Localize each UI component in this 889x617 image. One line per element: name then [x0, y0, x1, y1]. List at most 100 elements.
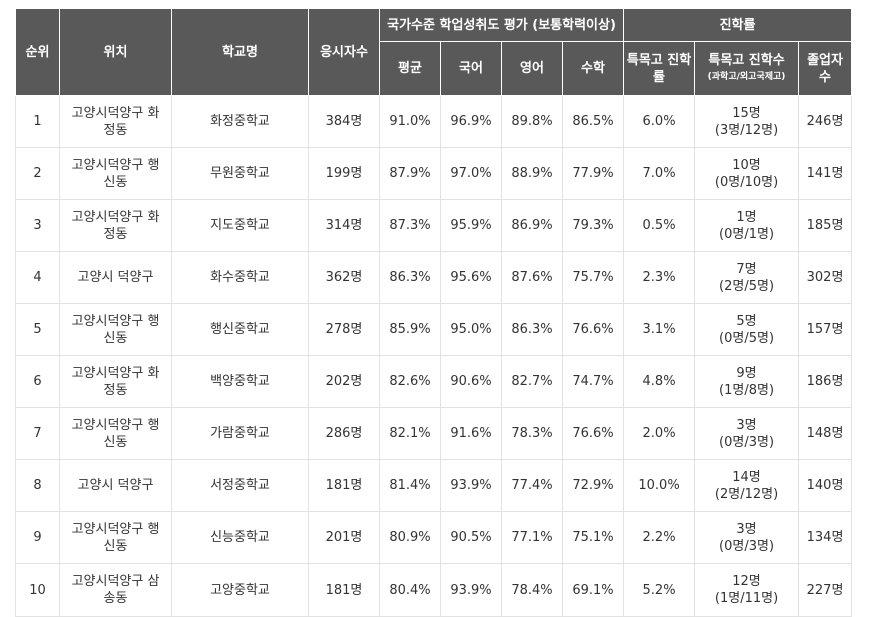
- cell-korean: 93.9%: [440, 459, 502, 512]
- cell-special-rate: 2.2%: [623, 511, 696, 564]
- cell-korean: 90.5%: [440, 511, 502, 564]
- cell-school: 지도중학교: [171, 199, 309, 252]
- cell-graduates: 302명: [798, 251, 853, 304]
- table-row: 9 고양시덕양구 행신동 신능중학교 201명 80.9% 90.5% 77.1% 75.1%…: [15, 511, 853, 564]
- cell-examinees: 278명: [308, 303, 380, 356]
- cell-location: 고양시 덕양구: [59, 459, 172, 512]
- cell-graduates: 157명: [798, 303, 853, 356]
- cell-special-count: 3명 (0명/3명): [694, 407, 800, 460]
- cell-examinees: 199명: [308, 147, 380, 200]
- cell-avg: 91.0%: [379, 95, 441, 148]
- cell-school: 화정중학교: [171, 95, 309, 148]
- cell-english: 77.1%: [501, 511, 563, 564]
- cell-english: 82.7%: [501, 355, 563, 408]
- cell-special-rate: 5.2%: [623, 563, 696, 617]
- cell-special-rate: 10.0%: [623, 459, 696, 512]
- cell-examinees: 362명: [308, 251, 380, 304]
- cell-avg: 85.9%: [379, 303, 441, 356]
- cell-special-count: 3명 (0명/3명): [694, 511, 800, 564]
- special-total: 3명: [736, 417, 757, 433]
- cell-rank: 10: [15, 563, 60, 617]
- header-math: 수학: [561, 41, 625, 96]
- cell-school: 신능중학교: [171, 511, 309, 564]
- cell-avg: 81.4%: [379, 459, 441, 512]
- cell-avg: 87.3%: [379, 199, 441, 252]
- cell-korean: 91.6%: [440, 407, 502, 460]
- header-korean: 국어: [440, 41, 502, 96]
- cell-location: 고양시덕양구 화정동: [59, 355, 172, 408]
- header-school: 학교명: [171, 8, 309, 96]
- cell-examinees: 181명: [308, 563, 380, 617]
- cell-rank: 7: [15, 407, 60, 460]
- special-total: 7명: [736, 261, 757, 277]
- table-row: 10 고양시덕양구 삼송동 고양중학교 181명 80.4% 93.9% 78.4% 69.1…: [15, 563, 853, 617]
- cell-special-count: 12명 (1명/11명): [694, 563, 800, 617]
- header-location: 위치: [59, 8, 172, 96]
- special-total: 12명: [732, 574, 761, 589]
- header-special-rate: 특목고 진학률: [623, 41, 696, 96]
- cell-avg: 80.4%: [379, 563, 441, 617]
- cell-examinees: 384명: [308, 95, 380, 148]
- special-total: 9명: [736, 365, 757, 381]
- cell-korean: 96.9%: [440, 95, 502, 148]
- school-ranking-table: 순위 위치 학교명 응시자수 국가수준 학업성취도 평가 (보통학력이상) 진학…: [15, 8, 853, 617]
- cell-rank: 3: [15, 199, 60, 252]
- cell-math: 74.7%: [562, 355, 625, 408]
- header-english: 영어: [501, 41, 563, 96]
- cell-korean: 95.9%: [440, 199, 502, 252]
- cell-special-count: 15명 (3명/12명): [694, 95, 800, 148]
- cell-english: 78.3%: [501, 407, 563, 460]
- cell-examinees: 202명: [308, 355, 380, 408]
- special-detail: (2명/12명): [714, 486, 779, 502]
- cell-special-count: 1명 (0명/1명): [694, 199, 800, 252]
- cell-special-count: 5명 (0명/5명): [694, 303, 800, 356]
- cell-math: 75.1%: [562, 511, 625, 564]
- header-graduates: 졸업자 수: [798, 41, 853, 96]
- special-total: 15명: [732, 105, 761, 121]
- cell-location: 고양시덕양구 행신동: [59, 303, 172, 356]
- cell-rank: 9: [15, 511, 60, 564]
- cell-rank: 6: [15, 355, 60, 408]
- cell-graduates: 185명: [798, 199, 853, 252]
- table-row: 3 고양시덕양구 화정동 지도중학교 314명 87.3% 95.9% 86.9% 79.3%…: [15, 199, 853, 252]
- cell-special-rate: 4.8%: [623, 355, 696, 408]
- cell-avg: 86.3%: [379, 251, 441, 304]
- table-row: 7 고양시덕양구 행신동 가람중학교 286명 82.1% 91.6% 78.3% 76.6%…: [15, 407, 853, 460]
- cell-location: 고양시덕양구 화정동: [59, 199, 172, 252]
- header-special-count-note: (과학고/외고국제고): [707, 71, 786, 82]
- header-rank: 순위: [15, 8, 60, 96]
- table-row: 4 고양시 덕양구 화수중학교 362명 86.3% 95.6% 87.6% 75.7% 2.3…: [15, 251, 853, 304]
- cell-rank: 2: [15, 147, 60, 200]
- special-detail: (0명/10명): [714, 174, 779, 190]
- cell-graduates: 186명: [798, 355, 853, 408]
- cell-korean: 97.0%: [440, 147, 502, 200]
- cell-school: 백양중학교: [171, 355, 309, 408]
- special-detail: (0명/3명): [719, 434, 775, 450]
- cell-school: 서정중학교: [171, 459, 309, 512]
- cell-special-rate: 2.3%: [623, 251, 696, 304]
- cell-special-rate: 2.0%: [623, 407, 696, 460]
- cell-graduates: 246명: [798, 95, 853, 148]
- cell-avg: 82.1%: [379, 407, 441, 460]
- cell-rank: 5: [15, 303, 60, 356]
- cell-graduates: 141명: [798, 147, 853, 200]
- special-total: 10명: [732, 157, 761, 173]
- cell-korean: 93.9%: [440, 563, 502, 617]
- special-total: 14명: [732, 469, 761, 485]
- cell-special-rate: 3.1%: [623, 303, 696, 356]
- special-detail: (1명/8명): [719, 382, 775, 398]
- cell-math: 77.9%: [562, 147, 625, 200]
- header-examinees: 응시자수: [308, 8, 380, 96]
- cell-math: 69.1%: [562, 563, 625, 617]
- cell-graduates: 148명: [798, 407, 853, 460]
- cell-english: 88.9%: [501, 147, 563, 200]
- table-row: 6 고양시덕양구 화정동 백양중학교 202명 82.6% 90.6% 82.7% 74.7%…: [15, 355, 853, 408]
- cell-graduates: 140명: [798, 459, 853, 512]
- cell-graduates: 134명: [798, 511, 853, 564]
- header-group-assessment: 국가수준 학업성취도 평가 (보통학력이상): [378, 8, 625, 42]
- cell-math: 76.6%: [562, 303, 625, 356]
- cell-examinees: 181명: [308, 459, 380, 512]
- cell-school: 고양중학교: [171, 563, 309, 617]
- cell-location: 고양시 덕양구: [59, 251, 172, 304]
- cell-school: 행신중학교: [171, 303, 309, 356]
